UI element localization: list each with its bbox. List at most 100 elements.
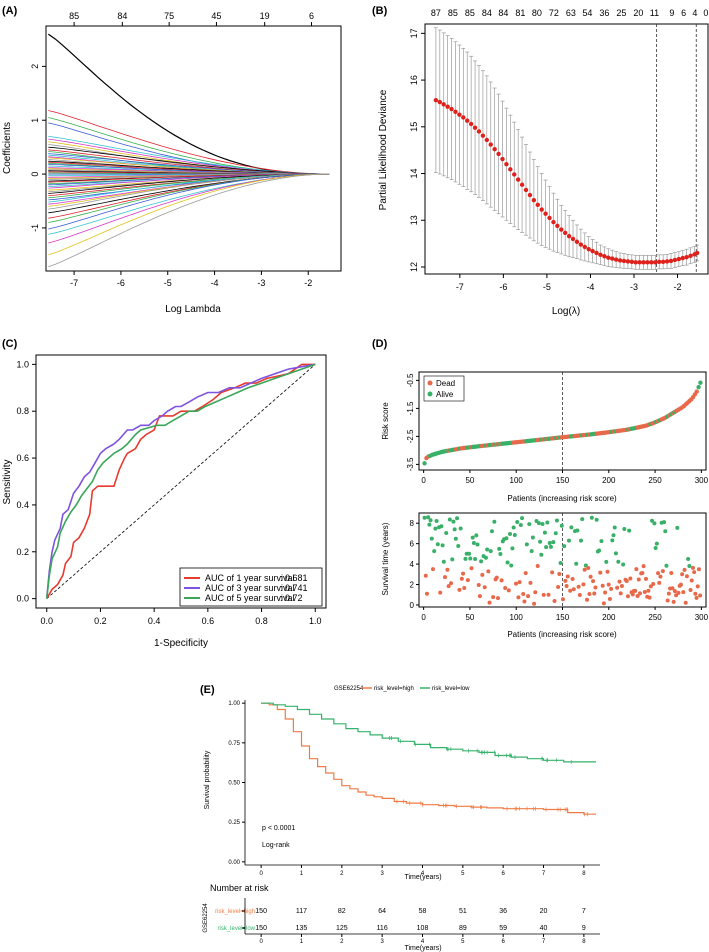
- y-tick-label-c: 0.0: [16, 594, 29, 604]
- x-tick-label-d-risk: 250: [648, 476, 662, 485]
- plot-frame-c: [35, 354, 327, 609]
- top-tick-label-b: 63: [566, 8, 576, 18]
- axes-a: -7 -6 -5 -4 -3 -2 -1 0 1 2 85 84 75 45 19 6: [30, 11, 314, 288]
- survival-point: [423, 573, 428, 578]
- x-tick-label-e: 1: [300, 871, 304, 877]
- top-tick-label-b: 0: [703, 8, 708, 18]
- deviance-point: [629, 259, 635, 265]
- deviance-point: [594, 250, 599, 256]
- survival-point: [479, 559, 484, 564]
- deviance-point: [617, 258, 623, 263]
- deviance-point: [555, 223, 560, 229]
- x-tick-label-d-survival: 150: [556, 613, 570, 622]
- y-tick-label-e: 0.00: [228, 860, 240, 866]
- survival-point: [455, 516, 460, 521]
- y-tick-label-a: 1: [30, 118, 40, 123]
- survival-point: [554, 518, 559, 523]
- survival-point: [428, 518, 433, 523]
- y-tick-label-a: -1: [30, 224, 40, 232]
- y-tick-label-e: 0.75: [228, 741, 240, 747]
- y-axis-title-d-survival: Survival time (years): [381, 522, 390, 595]
- risk-score-plot: [422, 372, 703, 470]
- survival-point: [469, 566, 474, 571]
- risk-table-x-tick-label: 3: [380, 939, 384, 945]
- km-plot: [261, 702, 596, 817]
- survival-point: [523, 571, 528, 576]
- deviance-point: [441, 102, 446, 107]
- panel-label-b: (B): [372, 5, 388, 17]
- y-tick-label-a: 2: [30, 64, 40, 69]
- deviance-point: [621, 258, 627, 264]
- deviance-point: [512, 172, 517, 177]
- deviance-point: [449, 106, 454, 112]
- survival-point: [553, 531, 558, 536]
- survival-point: [550, 570, 555, 575]
- km-pvalue: p < 0.0001: [262, 825, 295, 832]
- survival-point: [456, 543, 461, 548]
- legend-auc-5y: : 0.72: [280, 593, 303, 603]
- x-axis-title-d-risk: Patients (increasing risk score): [507, 494, 617, 503]
- top-tick-label-b: 84: [482, 8, 492, 18]
- survival-point: [422, 515, 427, 520]
- survival-point: [532, 601, 537, 606]
- survival-point: [522, 599, 527, 604]
- x-tick-label-d-risk: 0: [421, 476, 426, 485]
- panel-label-d: (D): [372, 338, 388, 350]
- survival-point: [476, 582, 481, 587]
- deviance-point: [566, 233, 572, 239]
- survival-point: [616, 559, 621, 564]
- deviance-point: [657, 259, 662, 265]
- survival-point: [597, 548, 602, 553]
- panel-label-c: (C): [2, 338, 18, 350]
- panel-b: (B) -7 -6 -5 -4 -3 -2 12 13 14 15 16 17 87 85 85 84 84 81…: [372, 5, 709, 317]
- top-tick-label-b: 84: [498, 8, 508, 18]
- x-tick-label-b: -7: [456, 282, 464, 292]
- survival-point: [617, 579, 622, 584]
- survival-point: [603, 590, 608, 595]
- legend-auc-1y: : 0.681: [280, 573, 308, 583]
- top-tick-label-b: 85: [465, 8, 475, 18]
- y-tick-label-b: 14: [409, 169, 419, 179]
- survival-point: [676, 590, 681, 595]
- y-tick-label-e: 0.50: [228, 781, 240, 787]
- x-tick-label-d-survival: 300: [695, 613, 709, 622]
- risk-table-x-title: Time(years): [404, 945, 441, 952]
- survival-point: [529, 549, 534, 554]
- survival-point: [438, 590, 443, 595]
- survival-point: [457, 587, 462, 592]
- risk-table-title: Number at risk: [210, 883, 269, 893]
- risk-table-cell: 58: [419, 908, 427, 915]
- km-legend-title: GSE62254: [334, 686, 364, 692]
- x-tick-label-e: 0: [259, 871, 263, 877]
- panel-label-a: (A): [2, 5, 18, 17]
- y-tick-label-e: 0.25: [228, 820, 240, 826]
- survival-point: [533, 590, 538, 595]
- survival-point: [660, 569, 665, 574]
- survival-point: [514, 581, 519, 586]
- x-tick-label-c: 0.6: [202, 616, 215, 626]
- deviance-point: [688, 253, 693, 258]
- deviance-point: [633, 260, 638, 265]
- roc-curve: [46, 363, 316, 600]
- x-tick-label-a: -3: [257, 278, 265, 288]
- survival-point: [528, 580, 533, 585]
- survival-point: [473, 556, 478, 561]
- survival-point: [494, 575, 499, 580]
- legend-marker-dead: [427, 380, 433, 386]
- y-tick-label-b: 15: [409, 122, 419, 132]
- coef-path: [48, 173, 330, 210]
- top-tick-label-b: 54: [582, 8, 592, 18]
- deviance-point: [504, 161, 509, 167]
- risk-point: [694, 389, 699, 394]
- survival-point: [426, 515, 431, 520]
- x-tick-label-d-risk: 50: [465, 476, 474, 485]
- survival-point: [459, 576, 464, 581]
- deviance-point: [559, 227, 564, 232]
- y-tick-label-d-survival: 2: [410, 581, 415, 590]
- km-legend-label-low: risk_level=low: [432, 686, 470, 692]
- x-tick-label-d-survival: 200: [602, 613, 616, 622]
- survival-point: [504, 536, 509, 541]
- survival-point: [671, 599, 676, 604]
- survival-point: [678, 582, 683, 587]
